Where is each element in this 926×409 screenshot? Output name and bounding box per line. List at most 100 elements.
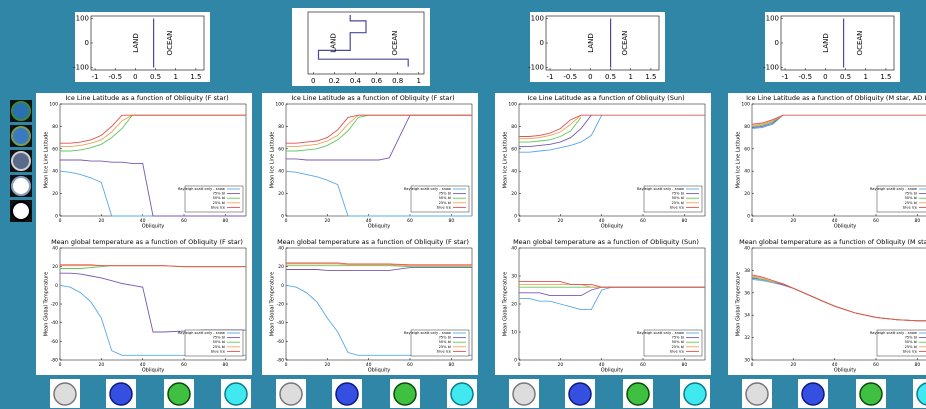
x-tick-label: 0.8 [392,77,403,85]
y-tick-label: 30 [744,358,750,364]
x-tick-label: 20 [790,362,796,368]
screen: -1-0.500.511.5-1000100LANDOCEAN00.20.40.… [0,0,926,409]
x-tick-label: -1 [782,73,789,81]
region-label: OCEAN [391,31,399,56]
y-tick-label: 20 [52,191,58,197]
x-tick-label: 0.5 [150,73,161,81]
x-tick-label: 0 [133,73,137,81]
legend-label: 75% bl [672,336,684,340]
legend-label: Rayleigh scatt only - snow [404,331,451,335]
x-tick-label: -1 [92,73,99,81]
y-tick-label: 100 [531,14,544,22]
legend-label: 25% bl [213,345,225,349]
sphere-icon [336,383,358,405]
y-axis-label: Mean Global Temperature [44,272,50,336]
sidebar-icon-globe [12,102,30,120]
legend-label: Rayleigh scatt only - snow [178,331,225,335]
chart-title: Ice Line Latitude as a function of Obliq… [527,94,684,102]
x-tick-label: 60 [407,218,413,224]
x-axis-label: Obliquity [834,368,857,374]
legend-label: 75% bl [672,192,684,196]
chart-title: Mean global temperature as a function of… [277,238,469,246]
y-axis-label: Mean Ice Line Latitude [503,132,509,189]
x-tick-label: 20 [557,218,563,224]
y-tick-label: -60 [51,339,58,345]
x-tick-label: 80 [222,362,228,368]
chart-title: Mean global temperature as a function of… [51,238,243,246]
x-tick-label: 1.5 [645,73,656,81]
y-tick-label: -40 [277,320,284,326]
x-tick-label: 20 [324,218,330,224]
legend-label: 75% bl [905,336,917,340]
sphere-icon [54,383,76,405]
region-label: LAND [822,33,830,52]
legend-label: 25% bl [213,201,225,205]
legend-label: 50% bl [439,340,451,344]
x-tick-label: 60 [640,218,646,224]
sidebar-icon-globe [12,152,30,170]
x-tick-label: 1 [629,73,633,81]
y-tick-label: -100 [528,64,544,72]
x-tick-label: 0 [751,218,754,224]
y-tick-label: 60 [278,146,284,152]
y-tick-label: 40 [511,169,517,175]
legend-label: 50% bl [672,340,684,344]
map-panel [765,12,900,82]
y-tick-label: 20 [52,264,58,270]
legend-label: 75% bl [439,192,451,196]
x-tick-label: 20 [557,362,563,368]
y-tick-label: 0 [55,283,58,289]
x-tick-label: 0 [518,218,521,224]
x-tick-label: 0.5 [605,73,616,81]
x-tick-label: 20 [98,218,104,224]
x-tick-label: 60 [181,362,187,368]
chart-title: Mean global temperature as a function of… [513,238,699,246]
legend-label: blue ice [211,205,226,209]
map-panel [530,12,665,82]
y-tick-label: 80 [511,124,517,130]
y-tick-label: 32 [744,335,750,341]
x-tick-label: 1.5 [880,73,891,81]
legend-label: Rayleigh scatt only - snow [637,331,684,335]
map-panel [75,12,210,82]
x-tick-label: 20 [98,362,104,368]
y-tick-label: 80 [744,124,750,130]
chart-title: Ice Line Latitude as a function of Obliq… [746,94,926,102]
y-tick-label: 80 [278,124,284,130]
y-tick-label: -40 [51,320,58,326]
x-tick-label: 0 [588,73,592,81]
region-label: OCEAN [856,31,864,56]
legend-label: blue ice [437,205,452,209]
legend-label: 75% bl [439,336,451,340]
legend-label: 25% bl [905,201,917,205]
legend-label: 25% bl [672,345,684,349]
x-tick-label: 0.5 [840,73,851,81]
x-tick-label: -0.5 [798,73,812,81]
x-tick-label: 1.5 [190,73,201,81]
legend-label: blue ice [437,349,452,353]
map-panel [292,8,430,86]
sphere-icon [627,383,649,405]
y-tick-label: 20 [744,191,750,197]
y-tick-label: 100 [275,102,284,108]
x-axis-label: Obliquity [368,224,391,230]
x-axis-label: Obliquity [601,224,624,230]
legend-label: 50% bl [672,196,684,200]
legend-label: 75% bl [213,192,225,196]
y-tick-label: 0 [540,39,544,47]
sidebar-icon-globe [12,202,30,220]
legend-label: 25% bl [672,201,684,205]
x-tick-label: 80 [681,218,687,224]
x-tick-label: 0 [751,362,754,368]
y-tick-label: 80 [52,124,58,130]
y-tick-label: 100 [508,102,517,108]
y-tick-label: 40 [744,169,750,175]
x-tick-label: 0 [823,73,827,81]
sphere-icon [280,383,302,405]
x-tick-label: 0 [518,362,521,368]
app-window: -1-0.500.511.5-1000100LANDOCEAN00.20.40.… [0,0,926,409]
legend-label: 50% bl [905,340,917,344]
x-tick-label: 0.2 [329,77,340,85]
y-tick-label: -100 [73,64,89,72]
y-tick-label: 20 [511,191,517,197]
